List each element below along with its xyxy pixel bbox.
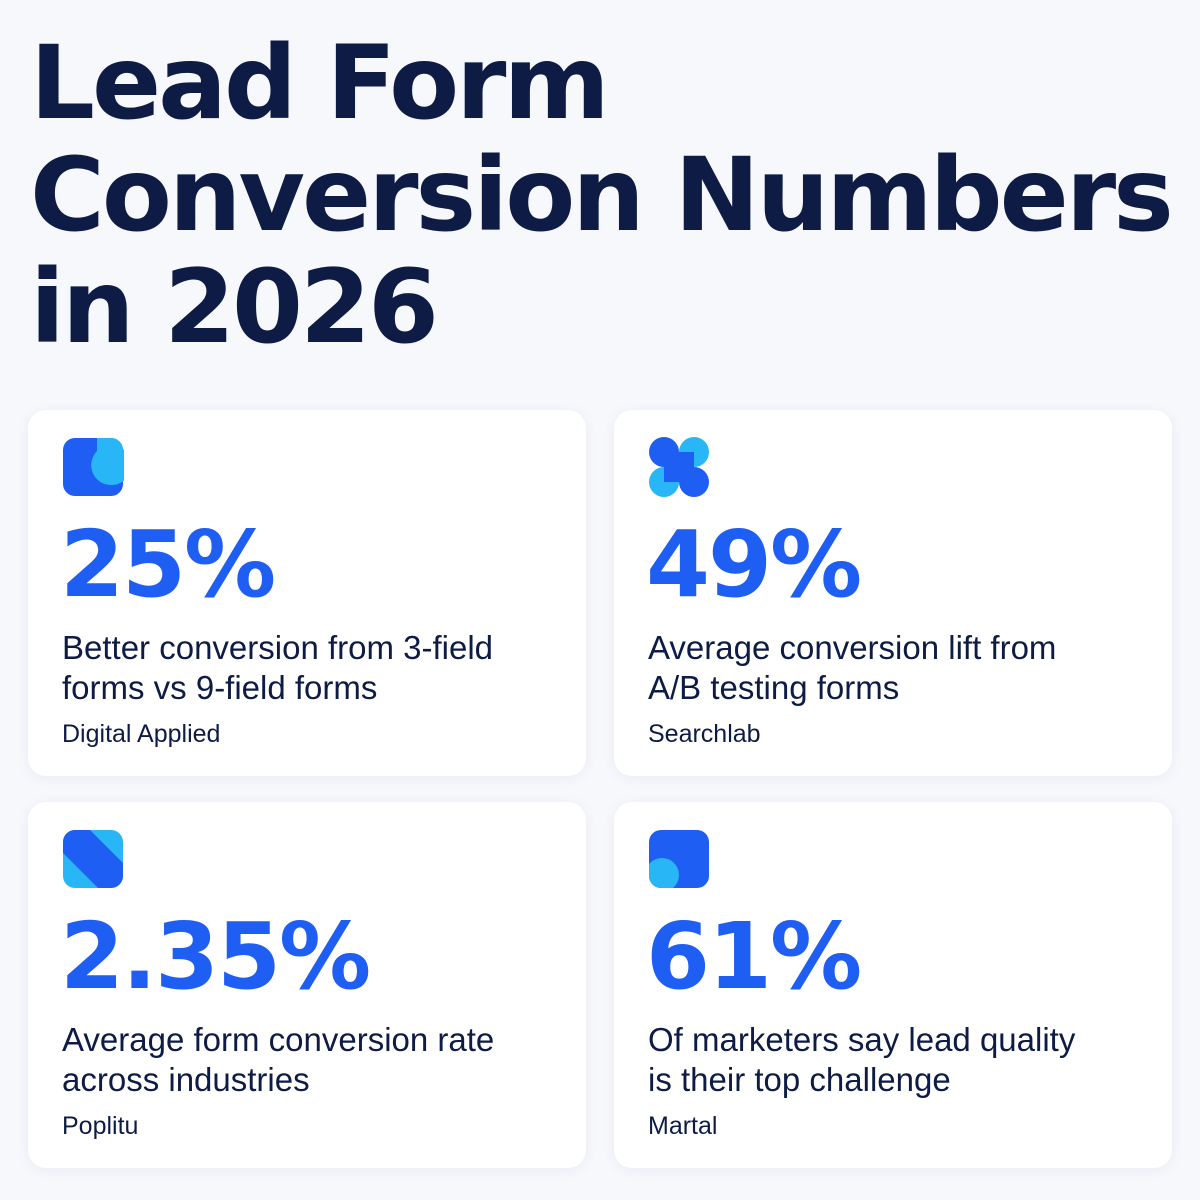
stat-description-line-1: Average conversion lift from bbox=[648, 629, 1057, 666]
stat-card-ab-testing: 49% Average conversion lift from A/B tes… bbox=[614, 410, 1172, 776]
stat-description: Of marketers say lead quality is their t… bbox=[648, 1020, 1148, 1100]
title-line-1: Lead Form bbox=[30, 24, 610, 143]
stat-source: Poplitu bbox=[62, 1112, 139, 1140]
stat-card-average-rate: 2.35% Average form conversion rate acros… bbox=[28, 802, 586, 1168]
stat-value: 2.35% bbox=[60, 903, 371, 1010]
four-petal-icon bbox=[649, 437, 709, 497]
stat-description-line-2: across industries bbox=[62, 1061, 310, 1098]
diagonal-stripe-icon bbox=[63, 830, 123, 888]
stat-card-form-fields: 25% Better conversion from 3-field forms… bbox=[28, 410, 586, 776]
stat-description-line-2: A/B testing forms bbox=[648, 669, 900, 706]
stat-description-line-1: Average form conversion rate bbox=[62, 1021, 495, 1058]
title-line-2: Conversion Numbers bbox=[30, 136, 1174, 255]
stat-description-line-2: forms vs 9-field forms bbox=[62, 669, 378, 706]
title-line-3: in 2026 bbox=[30, 248, 439, 367]
page-title: Lead Form Conversion Numbers in 2026 bbox=[30, 24, 1174, 367]
stat-source: Searchlab bbox=[648, 720, 761, 748]
square-quarter-circle-icon bbox=[649, 830, 709, 888]
stat-description: Better conversion from 3-field forms vs … bbox=[62, 628, 562, 708]
stat-description: Average form conversion rate across indu… bbox=[62, 1020, 562, 1100]
stat-value: 49% bbox=[646, 511, 862, 618]
stat-value: 25% bbox=[60, 511, 276, 618]
stat-description-line-1: Of marketers say lead quality bbox=[648, 1021, 1076, 1058]
stat-description-line-1: Better conversion from 3-field bbox=[62, 629, 494, 666]
stat-value: 61% bbox=[646, 903, 862, 1010]
stat-card-lead-quality: 61% Of marketers say lead quality is the… bbox=[614, 802, 1172, 1168]
stat-source: Digital Applied bbox=[62, 720, 221, 748]
stat-source: Martal bbox=[648, 1112, 718, 1140]
stat-description: Average conversion lift from A/B testing… bbox=[648, 628, 1148, 708]
stat-description-line-2: is their top challenge bbox=[648, 1061, 951, 1098]
rounded-square-circle-icon bbox=[63, 438, 124, 496]
